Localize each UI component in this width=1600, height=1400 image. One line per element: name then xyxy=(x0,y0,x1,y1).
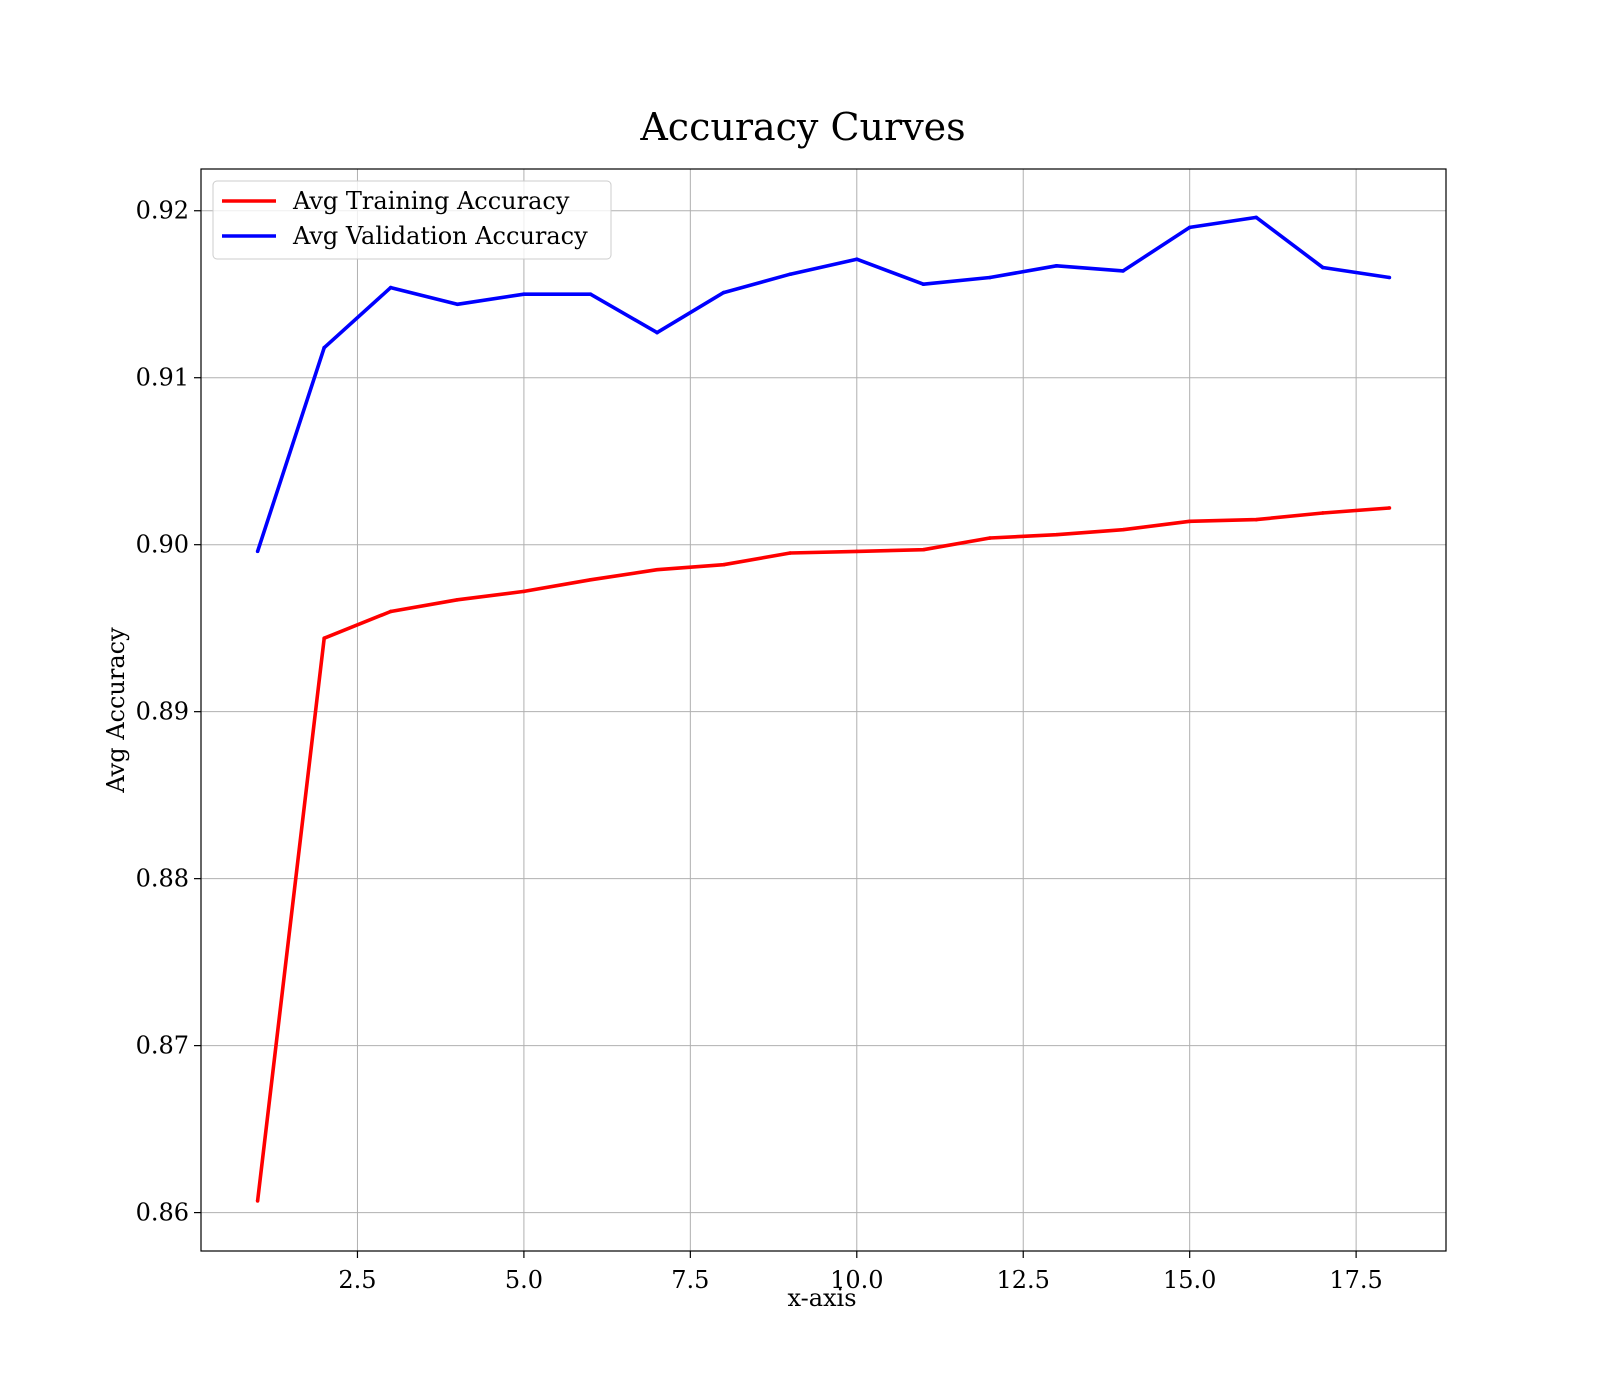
chart-title: Accuracy Curves xyxy=(639,105,965,149)
axis-ticks: 2.5 5.0 7.5 10.0 12.5 15.0 17.5 0.86 0.87 0.88 0.8… xyxy=(136,197,1383,1294)
data-point xyxy=(655,330,659,335)
data-point xyxy=(1187,519,1192,524)
x-tick-label: 5.0 xyxy=(505,1266,543,1294)
data-point xyxy=(255,549,260,554)
legend-label: Avg Training Accuracy xyxy=(292,187,570,215)
y-tick-label: 0.90 xyxy=(136,531,189,559)
data-point xyxy=(1121,269,1125,273)
grid xyxy=(201,169,1446,1251)
data-point xyxy=(1187,225,1192,230)
data-point xyxy=(1121,527,1125,532)
data-point xyxy=(1054,264,1059,268)
data-point xyxy=(788,551,793,555)
data-point xyxy=(854,257,859,261)
y-tick-label: 0.87 xyxy=(136,1032,189,1060)
data-point xyxy=(1321,511,1325,515)
data-point xyxy=(322,636,326,641)
data-point xyxy=(1054,532,1059,537)
data-point xyxy=(921,282,926,287)
x-tick-label: 15.0 xyxy=(1163,1266,1216,1294)
data-point xyxy=(322,345,326,350)
legend-box xyxy=(212,180,612,260)
data-point xyxy=(1254,517,1259,522)
x-tick-label: 12.5 xyxy=(997,1266,1050,1294)
data-point xyxy=(1387,506,1392,510)
data-point xyxy=(1321,265,1325,270)
data-point xyxy=(455,597,460,602)
data-point xyxy=(1254,215,1259,220)
data-point xyxy=(788,272,793,276)
x-tick-label: 17.5 xyxy=(1329,1266,1382,1294)
x-tick-label: 7.5 xyxy=(671,1266,709,1294)
legend-label: Avg Validation Accuracy xyxy=(292,222,588,250)
legend: Avg Training Accuracy Avg Validation Accu… xyxy=(212,180,612,260)
y-tick-label: 0.92 xyxy=(136,197,189,225)
series-lines xyxy=(255,215,1392,1203)
data-point xyxy=(255,1199,260,1203)
y-tick-label: 0.89 xyxy=(136,698,189,726)
data-point xyxy=(988,536,992,540)
data-point xyxy=(455,302,460,307)
y-tick-label: 0.86 xyxy=(136,1199,189,1227)
data-point xyxy=(721,290,726,295)
data-point xyxy=(854,549,859,554)
data-point xyxy=(1387,275,1392,280)
data-point xyxy=(588,292,593,297)
data-point xyxy=(388,609,393,614)
y-tick-label: 0.91 xyxy=(136,364,189,392)
series-line-validation xyxy=(255,215,1390,552)
data-point xyxy=(721,562,726,567)
x-tick-label: 10.0 xyxy=(830,1266,883,1294)
data-point xyxy=(522,589,526,594)
data-point xyxy=(588,577,593,582)
series-line-training xyxy=(255,506,1390,1202)
data-point xyxy=(988,275,992,280)
x-tick-label: 2.5 xyxy=(338,1266,376,1294)
y-tick-label: 0.88 xyxy=(136,865,189,893)
y-axis-label: Avg Accuracy xyxy=(102,627,130,794)
data-point xyxy=(655,567,659,572)
x-axis-label: x-axis xyxy=(787,1284,856,1312)
data-point xyxy=(522,292,526,297)
data-point xyxy=(921,547,926,552)
plot-frame xyxy=(200,168,1447,1252)
data-point xyxy=(388,285,393,290)
